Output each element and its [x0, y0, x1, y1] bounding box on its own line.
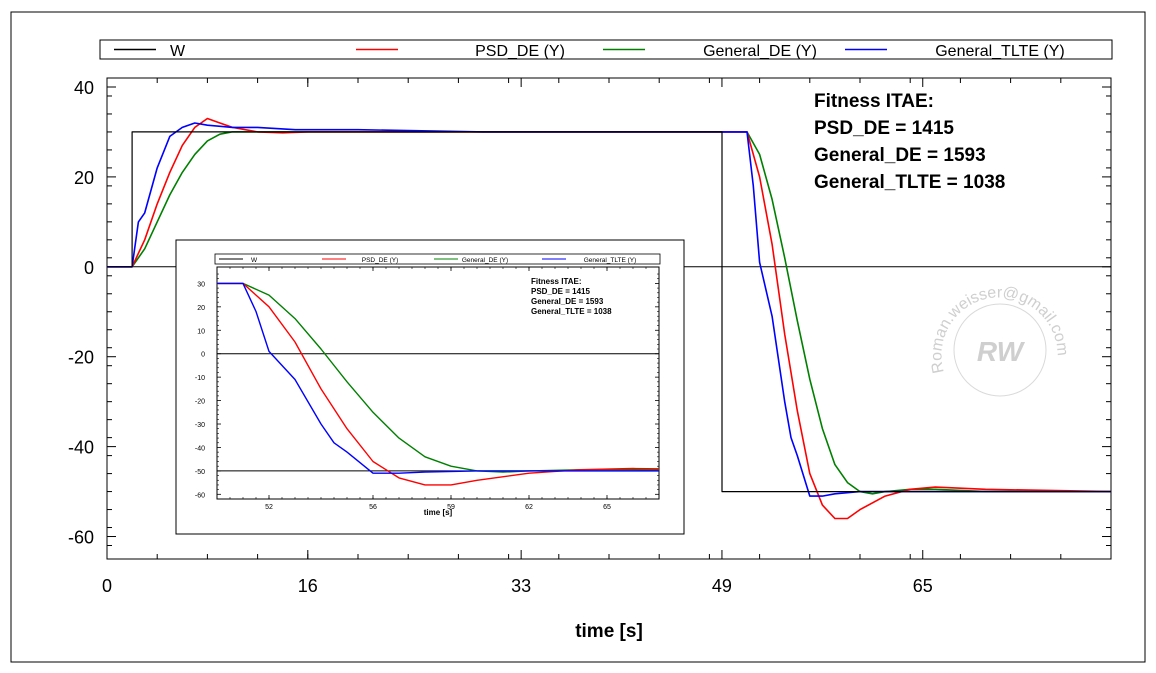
inset-y-tick-label: 30 — [197, 281, 205, 288]
inset-legend-label: W — [251, 257, 258, 264]
annotation-line: General_TLTE = 1038 — [814, 172, 1005, 193]
inset-y-tick-label: -60 — [195, 492, 205, 499]
watermark-logo: RW — [977, 336, 1026, 367]
inset-y-tick-label: -30 — [195, 422, 205, 429]
inset-legend-label: General_DE (Y) — [462, 257, 508, 264]
y-tick-label: -20 — [68, 348, 94, 368]
series-lines — [107, 117, 1112, 520]
inset-x-tick-label: 59 — [447, 504, 455, 511]
series-line-w — [107, 131, 1111, 493]
inset-annotation-line: General_TLTE = 1038 — [531, 307, 612, 316]
legend-label: General_TLTE (Y) — [935, 43, 1065, 60]
y-tick-label: -60 — [68, 528, 94, 548]
inset-legend-label: PSD_DE (Y) — [362, 257, 398, 264]
x-axis-label: time [s] — [575, 621, 643, 642]
fitness-annotation: Fitness ITAE: PSD_DE = 1415 General_DE = 1… — [814, 91, 1005, 193]
y-tick-label: 40 — [74, 78, 94, 98]
inset-y-tick-label: 10 — [197, 328, 205, 335]
inset-x-tick-label: 65 — [603, 504, 611, 511]
annotation-line: PSD_DE = 1415 — [814, 118, 954, 139]
inset-axis-ticks: 30 20 10 0 -10 -20 -30 -40 -50 -60 52 56 59 62 65 — [195, 267, 659, 511]
x-tick-label: 49 — [712, 576, 732, 596]
y-tick-label: 20 — [74, 168, 94, 188]
x-tick-label: 33 — [511, 576, 531, 596]
inset-y-tick-label: -40 — [195, 445, 205, 452]
inset-series-line-general-tlte — [217, 282, 659, 474]
inset-x-tick-label: 56 — [369, 504, 377, 511]
series-line-general-tlte — [107, 122, 1111, 497]
y-tick-label: 0 — [84, 258, 94, 278]
inset-x-tick-label: 52 — [265, 504, 273, 511]
inset-legend: W PSD_DE (Y) General_DE (Y) General_TLTE (Y… — [219, 257, 636, 264]
x-tick-label: 0 — [102, 576, 112, 596]
inset-series-lines — [217, 282, 659, 486]
inset-annotation-line: PSD_DE = 1415 — [531, 287, 590, 296]
legend: W PSD_DE (Y) General_DE (Y) General_TLTE (Y… — [114, 43, 1065, 60]
x-tick-label: 16 — [298, 576, 318, 596]
legend-label: PSD_DE (Y) — [475, 43, 565, 60]
inset-annotation-line: Fitness ITAE: — [531, 277, 582, 286]
inset-y-tick-label: -20 — [195, 399, 205, 406]
inset-x-axis-label: time [s] — [424, 508, 453, 517]
annotation-line: General_DE = 1593 — [814, 145, 986, 166]
annotation-line: Fitness ITAE: — [814, 91, 934, 112]
axis-ticks: 40 20 0 -20 -40 -60 0 16 33 49 65 — [68, 78, 1112, 596]
inset-plot-area — [216, 266, 660, 500]
y-tick-label: -40 — [68, 438, 94, 458]
inset-y-tick-label: -50 — [195, 469, 205, 476]
inset-x-tick-label: 62 — [525, 504, 533, 511]
legend-label: W — [170, 43, 186, 60]
x-tick-label: 65 — [913, 576, 933, 596]
inset-y-tick-label: 20 — [197, 305, 205, 312]
legend-label: General_DE (Y) — [703, 43, 817, 60]
inset-y-tick-label: 0 — [201, 352, 205, 359]
inset-legend-label: General_TLTE (Y) — [584, 257, 637, 264]
inset-series-line-psd-de — [217, 282, 659, 486]
inset-y-tick-label: -10 — [195, 375, 205, 382]
inset-chart: W PSD_DE (Y) General_DE (Y) General_TLTE (Y… — [175, 239, 685, 535]
inset-annotation-line: General_DE = 1593 — [531, 297, 604, 306]
